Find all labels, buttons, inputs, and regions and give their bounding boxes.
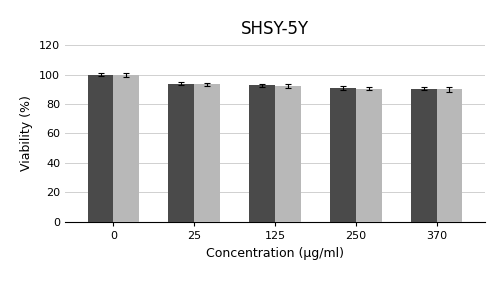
Bar [275,86,301,222]
Bar [114,75,140,222]
Bar [194,84,220,222]
Title: SHSY-5Y: SHSY-5Y [241,20,309,38]
Bar [168,83,194,222]
X-axis label: Concentration (μg/ml): Concentration (μg/ml) [206,247,344,260]
Bar [88,75,114,222]
Bar [356,89,382,222]
Bar [436,89,462,222]
Bar [330,88,356,222]
Bar [410,89,436,222]
Y-axis label: Viability (%): Viability (%) [20,95,34,172]
Bar [249,85,275,222]
